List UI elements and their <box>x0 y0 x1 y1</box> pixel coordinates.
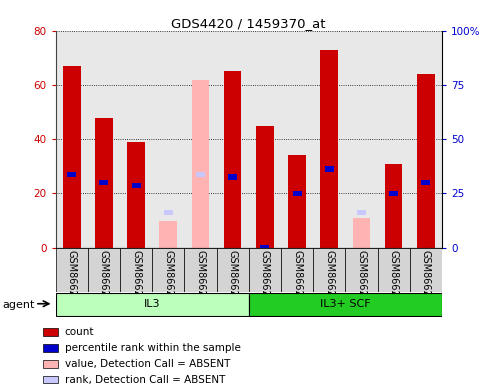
Text: GSM866205: GSM866205 <box>67 250 77 309</box>
Bar <box>88 248 120 292</box>
Bar <box>43 344 58 352</box>
Bar <box>389 191 398 196</box>
Text: value, Detection Call = ABSENT: value, Detection Call = ABSENT <box>65 359 230 369</box>
Title: GDS4420 / 1459370_at: GDS4420 / 1459370_at <box>171 17 326 30</box>
Text: GSM866220: GSM866220 <box>356 250 367 309</box>
Bar <box>196 172 205 177</box>
Text: GSM866218: GSM866218 <box>292 250 302 309</box>
Text: GSM866219: GSM866219 <box>324 250 334 309</box>
Bar <box>293 191 301 196</box>
Bar <box>95 118 113 248</box>
Text: GSM866222: GSM866222 <box>421 250 431 309</box>
Bar <box>159 220 177 248</box>
Text: GSM866221: GSM866221 <box>389 250 398 309</box>
Bar <box>410 248 442 292</box>
Bar <box>325 166 334 172</box>
Bar <box>164 210 173 215</box>
Bar <box>249 248 281 292</box>
Bar <box>281 248 313 292</box>
Bar <box>256 126 274 248</box>
Bar <box>216 248 249 292</box>
Bar <box>313 248 345 292</box>
Bar <box>131 183 141 188</box>
Bar <box>385 164 402 248</box>
Bar <box>56 248 88 292</box>
Bar <box>320 50 338 248</box>
Bar <box>192 79 209 248</box>
Bar <box>288 156 306 248</box>
Text: agent: agent <box>2 300 35 310</box>
Text: IL3: IL3 <box>144 299 160 309</box>
Text: percentile rank within the sample: percentile rank within the sample <box>65 343 241 353</box>
Text: GSM866210: GSM866210 <box>227 250 238 309</box>
Bar <box>421 180 430 185</box>
Bar <box>43 328 58 336</box>
Text: IL3+ SCF: IL3+ SCF <box>320 299 370 309</box>
Bar <box>43 376 58 383</box>
Bar <box>43 360 58 367</box>
Bar <box>185 248 216 292</box>
Bar <box>63 66 81 248</box>
Bar <box>120 248 152 292</box>
Text: GSM866208: GSM866208 <box>163 250 173 309</box>
Text: rank, Detection Call = ABSENT: rank, Detection Call = ABSENT <box>65 374 225 384</box>
Bar <box>417 74 435 248</box>
Bar <box>345 248 378 292</box>
Text: count: count <box>65 327 94 337</box>
Text: GSM866207: GSM866207 <box>131 250 141 309</box>
Bar <box>152 248 185 292</box>
Bar <box>249 293 442 316</box>
Bar <box>228 174 237 180</box>
Bar <box>260 245 270 250</box>
Bar <box>127 142 145 248</box>
Bar <box>224 71 242 248</box>
Bar <box>378 248 410 292</box>
Bar <box>56 293 249 316</box>
Bar <box>357 210 366 215</box>
Text: GSM866206: GSM866206 <box>99 250 109 309</box>
Bar <box>353 218 370 248</box>
Bar <box>67 172 76 177</box>
Bar <box>99 180 108 185</box>
Text: GSM866217: GSM866217 <box>260 250 270 309</box>
Text: GSM866209: GSM866209 <box>196 250 205 309</box>
